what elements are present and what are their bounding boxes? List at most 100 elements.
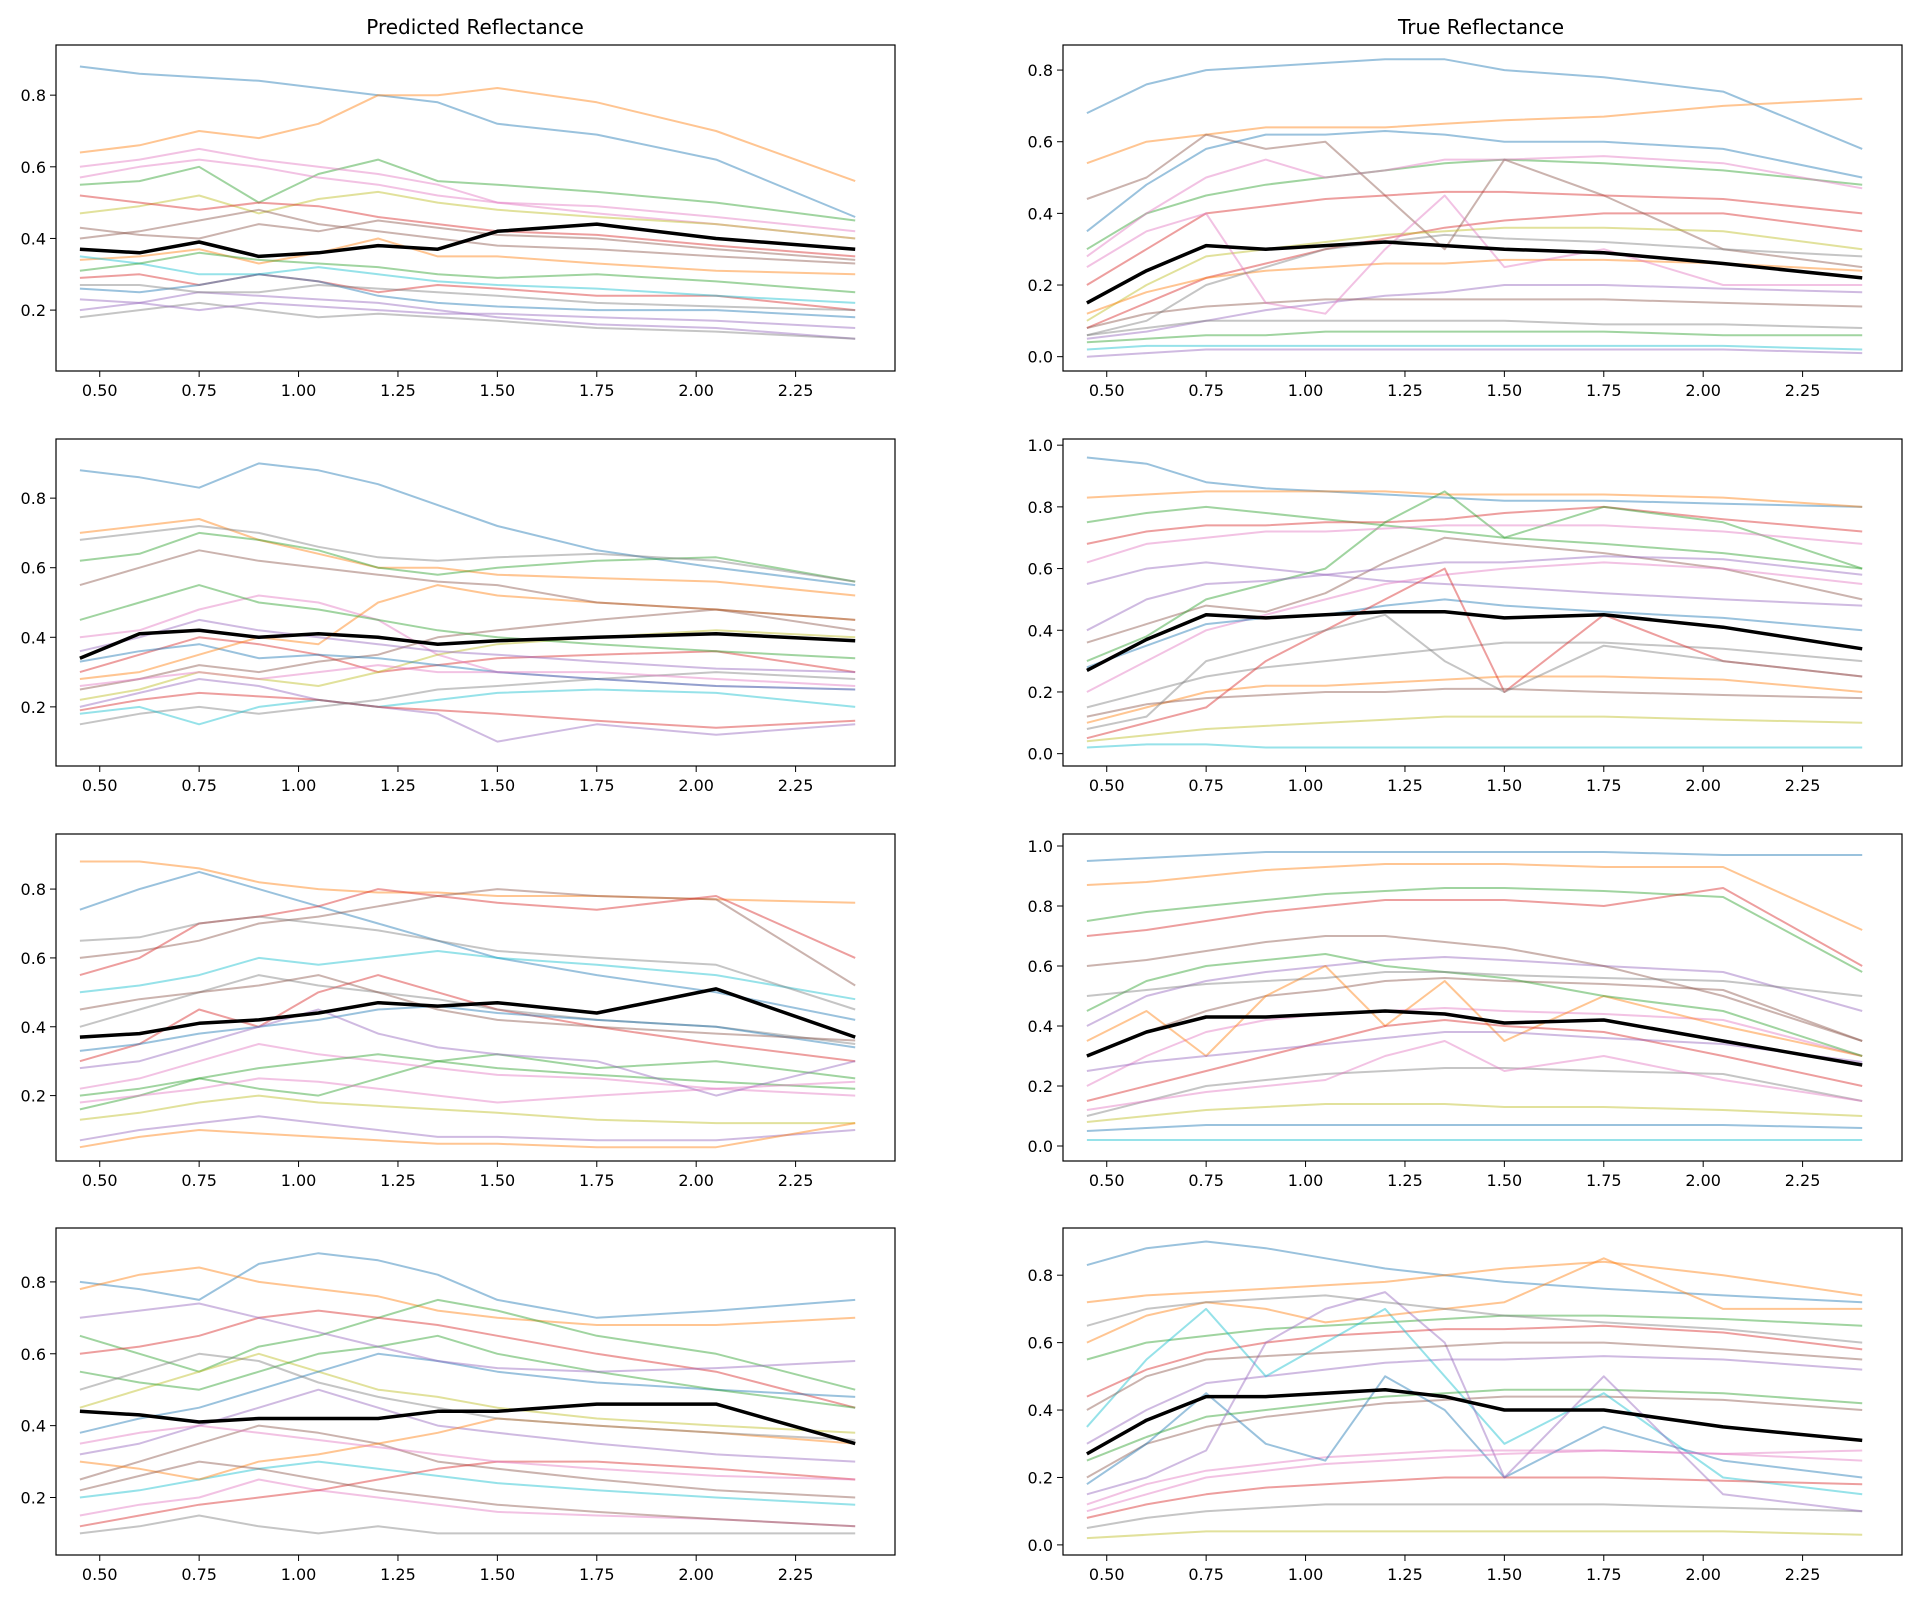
spectrum-line — [79, 974, 856, 1042]
spectrum-line — [79, 237, 856, 276]
series-group — [1086, 851, 1863, 1141]
x-tick-label: 1.00 — [281, 1565, 317, 1584]
subplot-grid: 0.50 0.75 1.00 1.25 1.50 1.75 2.00 2.25 0.2 0.4 0.… — [21, 44, 1903, 1584]
mean-spectrum-line — [79, 628, 856, 660]
axes-frame — [1062, 1227, 1903, 1556]
spectrum-line — [1086, 1449, 1863, 1506]
spectrum-line — [1086, 1314, 1863, 1361]
spectrum-line — [79, 664, 856, 687]
spectrum-line — [79, 1352, 856, 1441]
spectrum-line — [1086, 743, 1863, 749]
spectrum-line — [79, 1252, 856, 1319]
spectrum-line — [79, 1043, 856, 1097]
x-tick-label: 1.00 — [1288, 381, 1324, 400]
x-tick-label: 0.50 — [1089, 1565, 1125, 1584]
spectrum-line — [79, 273, 856, 319]
spectrum-line — [1086, 641, 1863, 709]
spectrum-line — [79, 518, 856, 597]
spectrum-line — [1086, 555, 1863, 632]
x-tick-label: 1.00 — [1288, 1171, 1324, 1190]
x-tick-label: 1.50 — [1487, 776, 1523, 795]
y-tick-label: 0.8 — [1028, 1266, 1053, 1285]
x-tick-label: 1.25 — [1387, 381, 1423, 400]
spectrum-line — [79, 1005, 856, 1052]
spectrum-line — [79, 915, 856, 1011]
spectrum-line — [1086, 1067, 1863, 1117]
x-tick-label: 2.25 — [778, 1565, 814, 1584]
x-tick-label: 1.25 — [380, 1565, 416, 1584]
y-tick-label: 1.0 — [1028, 837, 1053, 856]
x-tick-label: 1.00 — [1288, 1565, 1324, 1584]
spectrum-line — [79, 643, 856, 691]
x-tick-label: 2.00 — [678, 776, 714, 795]
spectrum-line — [79, 636, 856, 674]
x-tick-label: 2.00 — [1685, 381, 1721, 400]
mean-spectrum-line — [79, 1402, 856, 1446]
x-tick-label: 1.50 — [1487, 1565, 1523, 1584]
spectrum-line — [79, 1460, 856, 1528]
y-tick-label: 0.8 — [1028, 498, 1053, 517]
spectrum-line — [1086, 851, 1863, 862]
spectrum-line — [79, 1460, 856, 1528]
series-group — [1086, 456, 1863, 749]
spectrum-line — [1086, 935, 1863, 1042]
column-title-true: True Reflectance — [1397, 15, 1564, 39]
x-tick-label: 1.25 — [380, 381, 416, 400]
subplot-7: 0.50 0.75 1.00 1.25 1.50 1.75 2.00 2.25 0.2 0.4 0.… — [21, 1227, 896, 1584]
x-tick-label: 0.75 — [181, 1171, 217, 1190]
column-title-predicted: Predicted Reflectance — [366, 15, 584, 39]
spectrum-line — [79, 678, 856, 743]
spectrum-line — [1086, 887, 1863, 967]
y-tick-label: 0.4 — [1028, 621, 1053, 640]
mean-spectrum-line — [1086, 1009, 1863, 1067]
x-tick-label: 1.50 — [1487, 381, 1523, 400]
spectrum-line — [1086, 965, 1863, 1057]
y-tick-label: 0.8 — [21, 86, 46, 105]
spectrum-line — [79, 691, 856, 729]
spectrum-line — [79, 1298, 856, 1391]
y-tick-label: 0.2 — [1028, 1077, 1053, 1096]
y-tick-label: 0.6 — [21, 158, 46, 177]
x-tick-label: 1.50 — [480, 1171, 516, 1190]
spectrum-line — [79, 194, 856, 258]
x-tick-label: 1.75 — [579, 776, 615, 795]
x-tick-label: 1.25 — [1387, 1565, 1423, 1584]
x-tick-label: 1.75 — [579, 1171, 615, 1190]
x-tick-label: 2.25 — [1785, 381, 1821, 400]
series-group — [79, 65, 856, 340]
y-tick-label: 0.8 — [21, 1273, 46, 1292]
spectrum-line — [1086, 212, 1863, 329]
spectrum-line — [1086, 1031, 1863, 1072]
spectrum-line — [79, 1388, 856, 1463]
spectrum-line — [1086, 97, 1863, 165]
spectrum-line — [1086, 1257, 1863, 1344]
spectrum-line — [79, 608, 856, 691]
y-tick-label: 0.2 — [1028, 276, 1053, 295]
y-tick-label: 0.4 — [21, 1018, 46, 1037]
y-tick-label: 0.2 — [1028, 1468, 1053, 1487]
y-tick-label: 0.2 — [1028, 683, 1053, 702]
spectrum-line — [1086, 567, 1863, 740]
y-tick-label: 0.6 — [21, 949, 46, 968]
x-tick-label: 2.25 — [778, 1171, 814, 1190]
spectrum-line — [79, 870, 856, 1021]
spectrum-line — [1086, 348, 1863, 358]
x-tick-label: 1.50 — [480, 381, 516, 400]
spectrum-line — [1086, 1341, 1863, 1411]
x-tick-label: 2.25 — [1785, 1171, 1821, 1190]
x-tick-label: 1.75 — [1586, 381, 1622, 400]
spectrum-line — [1086, 1040, 1863, 1111]
spectrum-line — [1086, 505, 1863, 545]
y-tick-label: 0.6 — [1028, 957, 1053, 976]
y-tick-label: 0.8 — [1028, 897, 1053, 916]
spectrum-line — [79, 301, 856, 340]
spectrum-line — [1086, 1103, 1863, 1123]
x-tick-label: 0.75 — [1188, 1565, 1224, 1584]
subplot-3: 0.50 0.75 1.00 1.25 1.50 1.75 2.00 2.25 0.2 0.4 0.… — [21, 438, 896, 795]
y-tick-label: 0.6 — [1028, 1334, 1053, 1353]
spectrum-line — [79, 1460, 856, 1506]
spectrum-line — [1086, 344, 1863, 351]
x-tick-label: 0.50 — [1089, 1171, 1125, 1190]
x-tick-label: 2.00 — [678, 381, 714, 400]
